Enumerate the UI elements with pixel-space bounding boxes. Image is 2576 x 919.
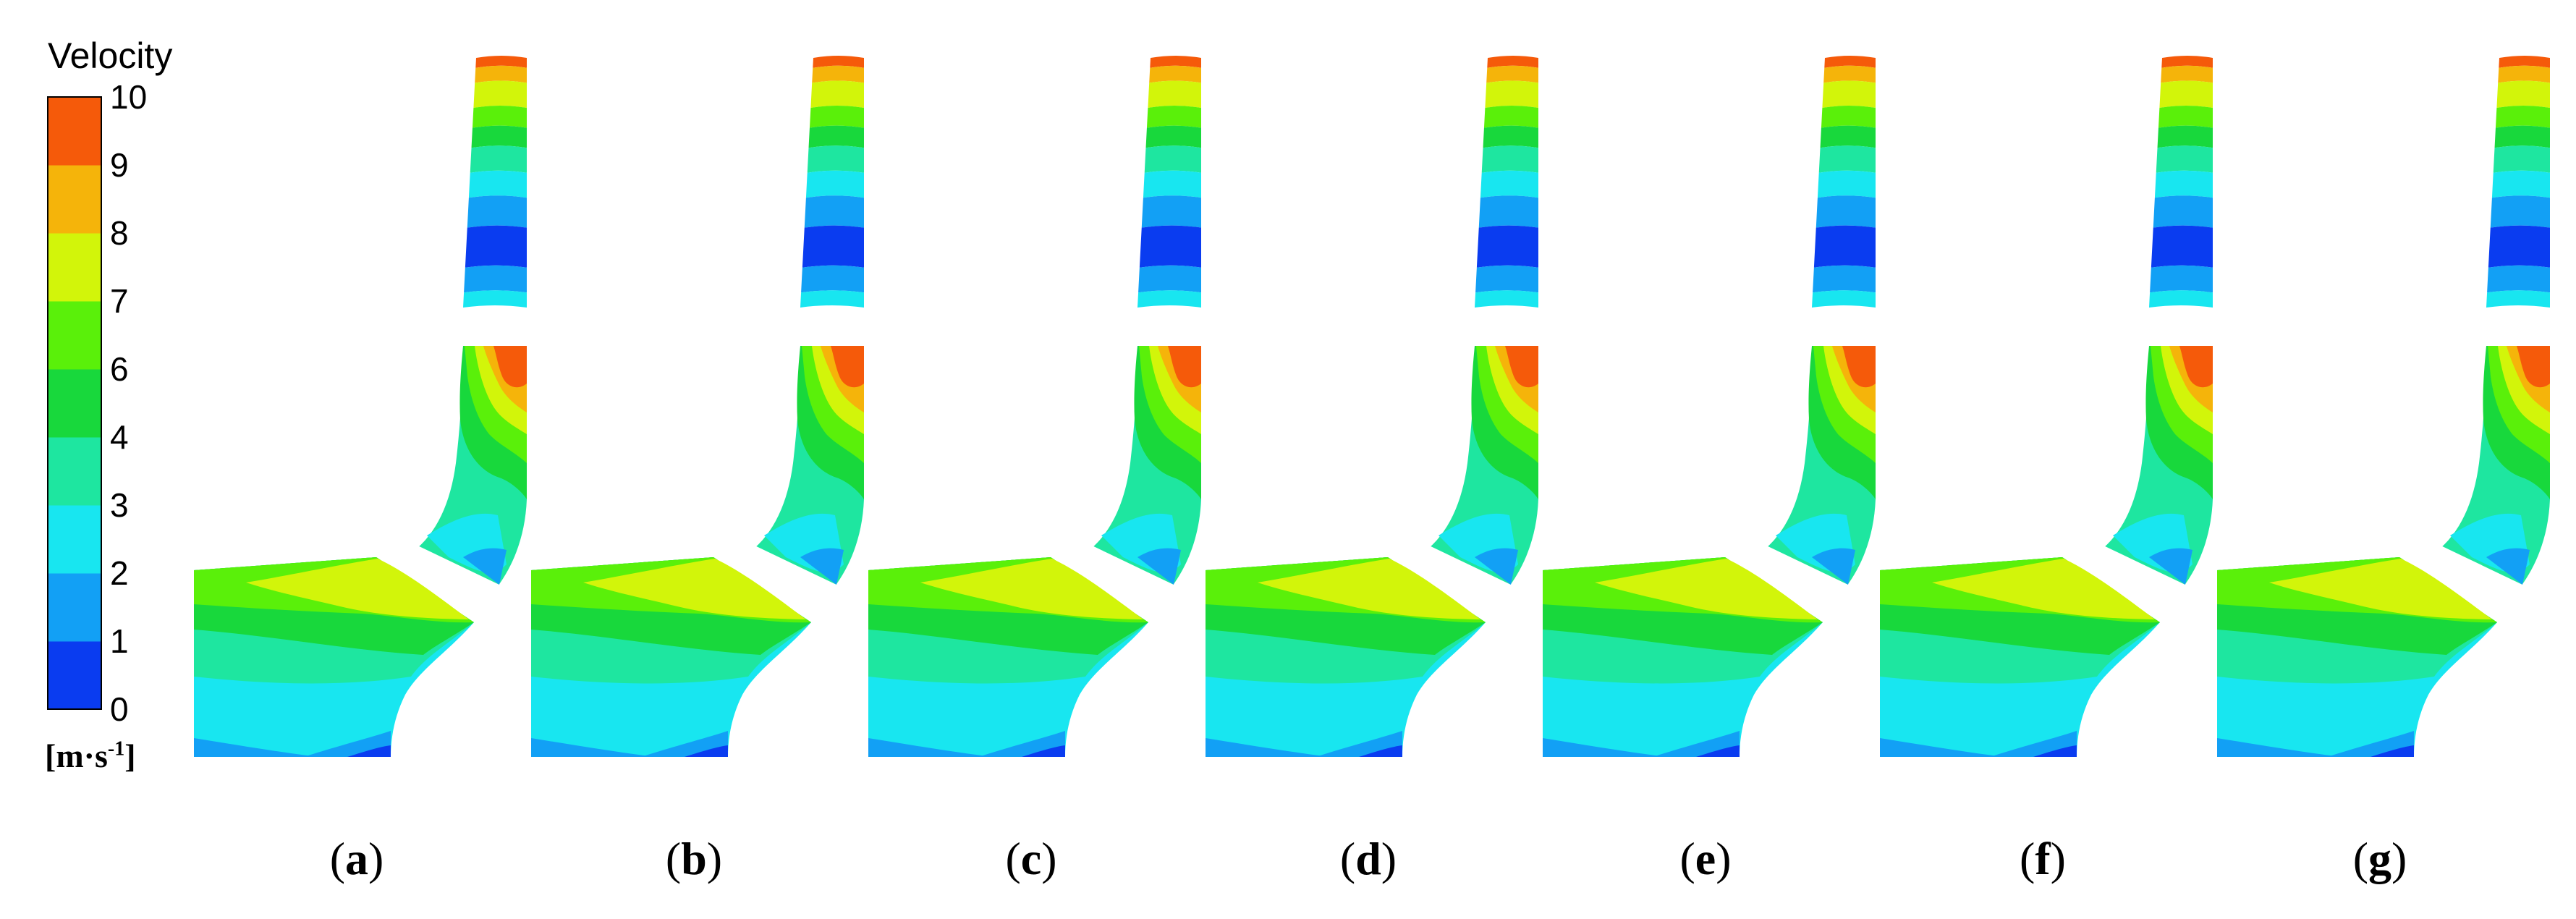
outlet-duct [2486,56,2550,308]
impeller-passage-upper [1417,346,1538,586]
impeller-passage-upper [2428,346,2550,586]
blade-gap [2062,535,2185,604]
inlet-region [1206,557,1486,757]
panel-label-f: (f) [2020,833,2066,884]
panel-label-e: (e) [1679,833,1732,884]
contour-panel-e [1543,56,1876,757]
blade-gap [1725,535,1848,604]
impeller-passage-upper [1754,346,1876,586]
legend-tick-label: 7 [110,282,129,320]
colorbar-band [48,97,101,166]
impeller-passage-upper [742,346,864,586]
legend-title: Velocity [48,35,173,76]
colorbar-band [48,301,101,370]
contour-panel-d [1206,56,1538,757]
colorbar-band [48,437,101,506]
inlet-region [868,557,1148,757]
contour-panel-f [1880,56,2213,757]
inlet-region [1880,557,2160,757]
outlet-duct [1475,56,1538,308]
panel-label-d: (d) [1339,833,1397,884]
panel-label-b: (b) [665,833,723,884]
impeller-passage-upper [1080,346,1201,586]
legend-tick-label: 3 [110,486,129,524]
legend-tick-label: 0 [110,690,129,728]
impeller-passage-upper [2091,346,2213,586]
colorbar-band [48,641,101,710]
contour-panel-g [2217,56,2550,757]
inlet-region [1543,557,1823,757]
inlet-region [2217,557,2497,757]
legend-tick-label: 4 [110,418,129,456]
colorbar-band [48,233,101,302]
legend-tick-label: 1 [110,622,129,660]
outlet-duct [2149,56,2213,308]
colorbar-band [48,165,101,234]
legend-tick-label: 6 [110,350,129,388]
legend-tick-label: 10 [110,78,148,116]
colorbar-band [48,573,101,642]
inlet-region [531,557,811,757]
panel-label-c: (c) [1005,833,1057,884]
colorbar [47,96,102,710]
blade-gap [1051,535,1174,604]
outlet-duct [463,56,527,308]
contour-panel-a [194,56,527,757]
outlet-duct [1812,56,1876,308]
legend-tick-label: 8 [110,214,129,252]
blade-gap [1388,535,1511,604]
blade-gap [713,535,836,604]
legend-tick-label: 9 [110,146,129,184]
impeller-passage-upper [405,346,527,586]
blade-gap [2399,535,2522,604]
blade-gap [376,535,499,604]
contour-panel-c [868,56,1201,757]
legend-tick-label: 2 [110,554,129,592]
contour-panel-b [531,56,864,757]
panel-label-g: (g) [2352,833,2407,884]
inlet-region [194,557,474,757]
panel-label-a: (a) [329,833,384,884]
colorbar-band [48,369,101,438]
outlet-duct [1137,56,1201,308]
outlet-duct [800,56,864,308]
legend-unit: [m·s-1] [45,737,136,774]
colorbar-band [48,505,101,574]
